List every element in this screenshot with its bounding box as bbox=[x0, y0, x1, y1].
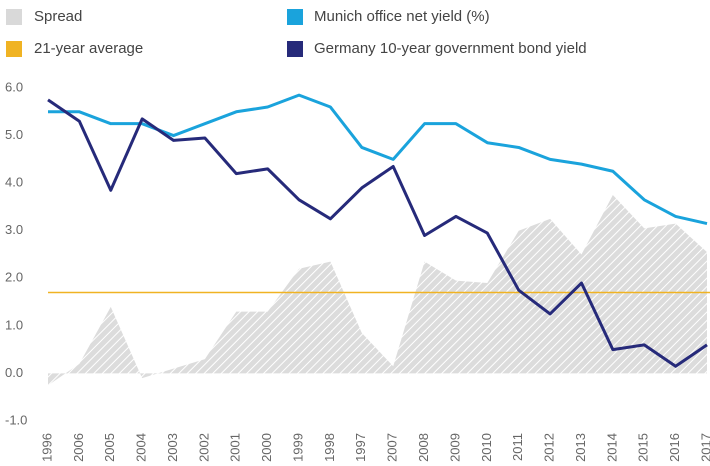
x-tick-label: 2015 bbox=[636, 433, 651, 462]
x-tick-label: 2016 bbox=[667, 433, 682, 462]
x-tick-label: 2017 bbox=[698, 433, 710, 462]
y-tick-label: 1.0 bbox=[5, 317, 23, 332]
x-tick-label: 2002 bbox=[196, 433, 211, 462]
series-line bbox=[47, 98, 708, 368]
x-tick-label: 2010 bbox=[479, 433, 494, 462]
legend-swatch bbox=[6, 41, 22, 57]
legend-label: Germany 10-year government bond yield bbox=[314, 40, 587, 57]
x-tick-label: 1997 bbox=[353, 433, 368, 462]
legend-label: Spread bbox=[34, 8, 82, 25]
legend-label: Munich office net yield (%) bbox=[314, 8, 490, 25]
x-tick-label: 2005 bbox=[102, 433, 117, 462]
y-tick-label: 4.0 bbox=[5, 175, 23, 190]
y-tick-label: 3.0 bbox=[5, 222, 23, 237]
x-tick-label: 2000 bbox=[259, 433, 274, 462]
spread-area bbox=[48, 195, 707, 386]
x-tick-label: 1999 bbox=[290, 433, 305, 462]
x-tick-label: 2011 bbox=[510, 433, 525, 461]
legend-swatch bbox=[287, 41, 303, 57]
x-tick-label: 2012 bbox=[542, 433, 557, 462]
x-tick-label: 2008 bbox=[416, 433, 431, 462]
y-tick-label: 0.0 bbox=[5, 365, 23, 380]
x-tick-label: 2006 bbox=[71, 433, 86, 462]
x-tick-label: 1996 bbox=[39, 433, 54, 462]
x-tick-label: 2013 bbox=[573, 433, 588, 462]
x-tick-label: 2009 bbox=[447, 433, 462, 462]
y-tick-label: 5.0 bbox=[5, 127, 23, 142]
y-tick-label: -1.0 bbox=[5, 412, 27, 427]
x-tick-label: 2007 bbox=[385, 433, 400, 462]
legend-swatch bbox=[287, 9, 303, 25]
x-tick-label: 2004 bbox=[134, 433, 149, 462]
x-tick-label: 2014 bbox=[604, 433, 619, 462]
x-tick-label: 2003 bbox=[165, 433, 180, 462]
legend-label: 21-year average bbox=[34, 40, 143, 57]
x-tick-label: 2001 bbox=[228, 433, 243, 462]
legend-swatch bbox=[6, 9, 22, 25]
y-tick-label: 6.0 bbox=[5, 79, 23, 94]
y-tick-label: 2.0 bbox=[5, 270, 23, 285]
x-tick-label: 1998 bbox=[322, 433, 337, 462]
